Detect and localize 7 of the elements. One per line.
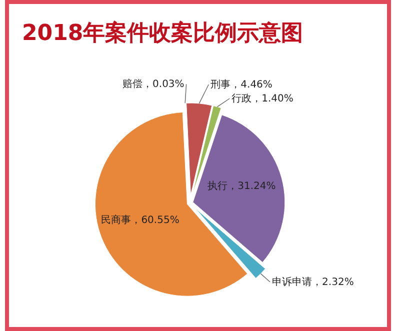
slice-label: 行政，1.40% <box>232 93 294 104</box>
slice-label: 刑事，4.46% <box>210 78 272 90</box>
chart-title: 2018年案件收案比例示意图 <box>22 20 304 46</box>
slice-label: 民商事，60.55% <box>101 214 180 226</box>
slice-label: 赔偿，0.03% <box>122 78 184 90</box>
slice-label: 申诉申请，2.32% <box>272 276 354 288</box>
slice-label: 执行，31.24% <box>208 180 276 192</box>
